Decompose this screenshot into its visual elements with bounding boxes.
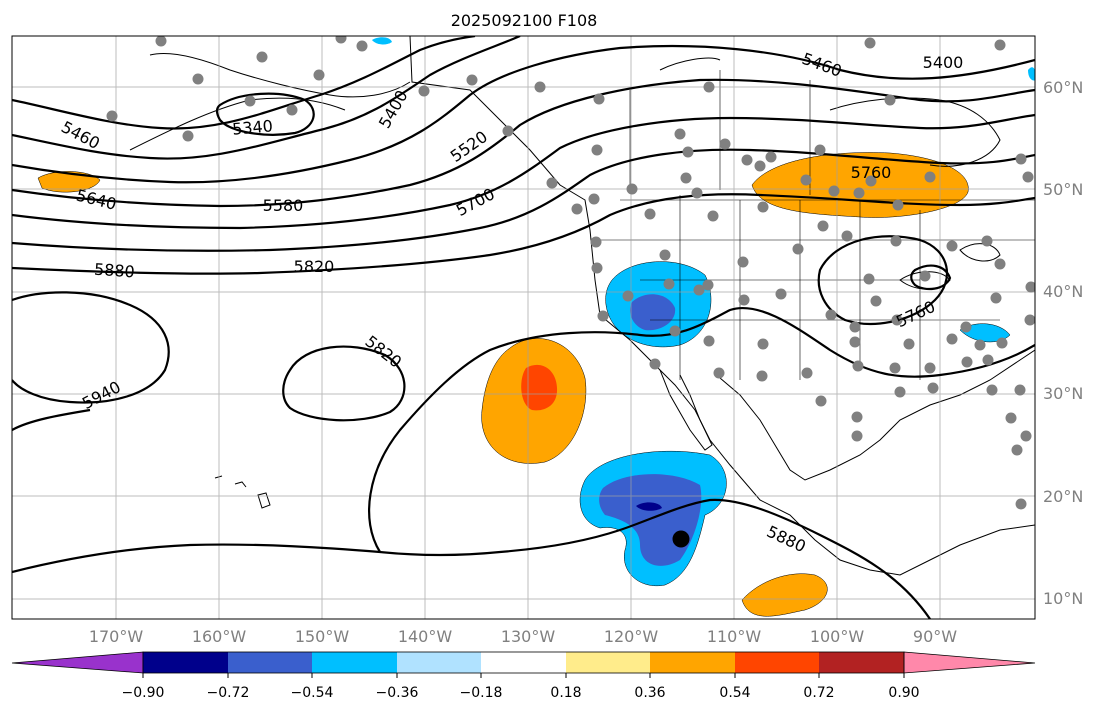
colorbar-segment [650,652,735,673]
storm-center-marker [672,530,690,548]
colorbar-segment [228,652,312,673]
colorbar-tick-label: −0.90 [122,685,165,701]
negative-anomaly-northeast [1028,67,1035,81]
colorbar-tick-label: 0.18 [550,685,581,701]
lat-tick-label: 10°N [1043,589,1083,608]
colorbar-tick-label: 0.54 [719,685,750,701]
colorbar-segment [903,651,1036,674]
colorbar-segment [11,651,144,674]
graticule [12,36,1035,619]
colorbar-segment [566,652,650,673]
latitude-axis: 10°N 20°N 30°N 40°N 50°N 60°N [1043,78,1083,608]
strong-negative-anomaly-great-basin [630,294,676,331]
map-frame [11,35,1036,620]
strong-positive-anomaly-pacific [521,364,558,411]
contour-label: 5880 [93,260,135,282]
contour-label: 5400 [923,53,964,72]
lat-tick-label: 60°N [1043,78,1083,97]
negative-anomaly-north [372,37,392,45]
positive-anomaly-central-america [741,573,828,617]
longitude-axis: 170°W 160°W 150°W 140°W 130°W 120°W 110°… [89,627,957,646]
colorbar-tick-label: −0.18 [460,685,503,701]
colorbar: −0.90 −0.72 −0.54 −0.36 −0.18 0.18 0.36 … [11,651,1036,701]
lon-tick-label: 150°W [295,627,350,646]
lon-tick-label: 110°W [707,627,762,646]
observation-stations [106,36,1035,510]
colorbar-tick-label: −0.72 [207,685,250,701]
contour-label: 5340 [231,116,273,138]
lon-tick-label: 100°W [810,627,865,646]
colorbar-tick-label: 0.36 [634,685,665,701]
colorbar-segment [481,652,566,673]
colorbar-segment [312,652,397,673]
height-contours [12,36,1035,619]
coastlines [129,36,1035,576]
extreme-negative-anomaly-mexico [636,502,662,511]
colorbar-segment [143,652,228,673]
lat-tick-label: 50°N [1043,180,1083,199]
colorbar-frame [142,651,905,674]
contour-label: 5580 [263,196,304,215]
colorbar-segment [397,652,481,673]
lat-tick-label: 30°N [1043,384,1083,403]
lat-tick-label: 40°N [1043,282,1083,301]
colorbar-ticks [142,673,905,678]
colorbar-segment [819,652,904,673]
contour-label: 5760 [851,163,892,182]
lon-tick-label: 90°W [913,627,957,646]
colorbar-tick-label: 0.72 [803,685,834,701]
colorbar-tick-label: −0.54 [291,685,334,701]
colorbar-tick-label: 0.90 [888,685,919,701]
lat-tick-label: 20°N [1043,487,1083,506]
colorbar-tick-label: −0.36 [376,685,419,701]
lon-tick-label: 170°W [89,627,144,646]
contour-label: 5820 [294,257,335,276]
lon-tick-label: 120°W [604,627,659,646]
map-title: 2025092100 F108 [451,11,598,30]
lon-tick-label: 140°W [398,627,453,646]
lon-tick-label: 130°W [501,627,556,646]
negative-anomaly-east [959,323,1011,343]
lon-tick-label: 160°W [192,627,247,646]
map-area: 5460 5340 5400 5520 5640 5580 5700 5880 … [12,36,1035,619]
colorbar-segment [735,652,819,673]
